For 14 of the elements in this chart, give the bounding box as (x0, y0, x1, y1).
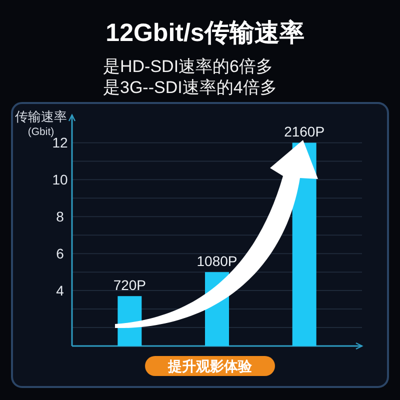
title: 12Gbit/s传输速率 (106, 19, 304, 47)
subtitle: 是3G--SDI速率的4倍多 (103, 78, 277, 97)
ytick: 8 (56, 208, 64, 225)
ylabel: (Gbit) (28, 126, 54, 138)
annotation: 提升观影体验 (168, 358, 252, 374)
ytick: 12 (52, 134, 68, 151)
ytick: 6 (56, 246, 64, 262)
ytick: 4 (56, 282, 64, 299)
category: 720P (113, 277, 146, 294)
ytick: 10 (52, 172, 68, 188)
category: 1080P (196, 253, 238, 270)
category: 2160P (284, 124, 325, 140)
subtitle: 是HD-SDI速率的6倍多 (103, 57, 274, 76)
ylabel: 传输速率 (15, 109, 67, 124)
